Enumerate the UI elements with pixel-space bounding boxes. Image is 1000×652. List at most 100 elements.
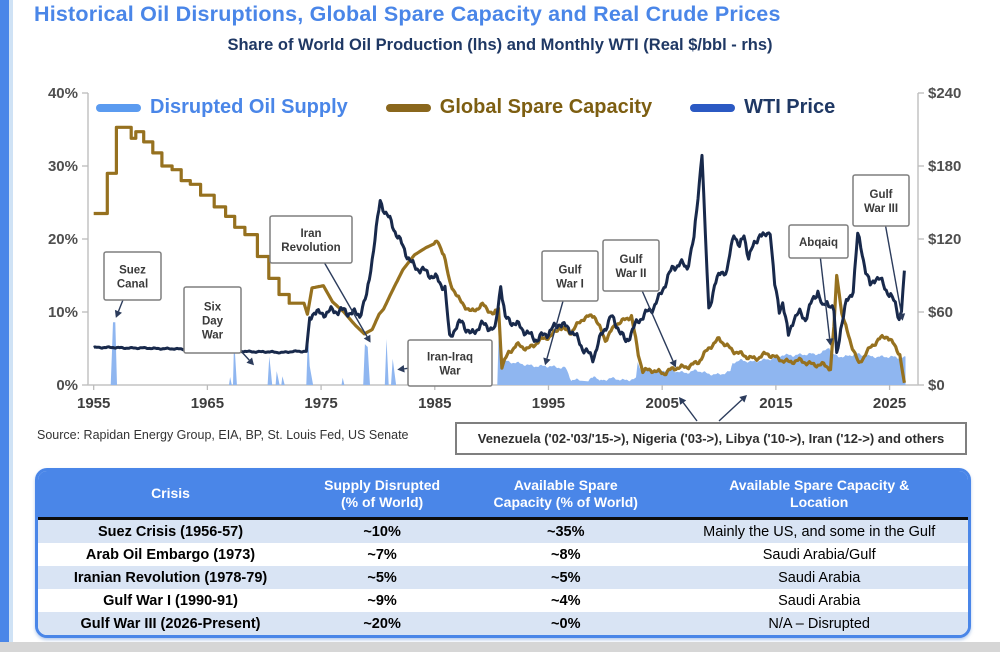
table-cell: Iranian Revolution (1978-79) (73, 569, 268, 586)
x-axis-tick-label: 1995 (532, 395, 565, 412)
left-axis-tick-label: 10% (48, 304, 78, 321)
annotation-box (602, 239, 660, 292)
table-row: Gulf War I (1990-91) ~9% ~4% Saudi Arabia (38, 589, 968, 612)
x-axis-tick-label: 1975 (304, 395, 337, 412)
annotation-box (788, 224, 849, 259)
annotation-box (541, 250, 599, 302)
annotation-label: Gulf (870, 189, 893, 201)
x-axis-tick-label: 1955 (77, 395, 110, 412)
legend-swatch (385, 103, 431, 112)
left-edge-accent-bar (0, 0, 9, 652)
table-cell: Gulf War III (2026-Present) (80, 615, 261, 632)
left-axis-tick-label: 40% (48, 85, 78, 102)
annotation-iran-iraq-war: Iran-Iraq War (397, 339, 493, 387)
annotation-box (183, 286, 242, 354)
table-row: Gulf War III (2026-Present) ~20% ~0% N/A – … (38, 612, 968, 635)
legend-label: Global Spare Capacity (439, 96, 653, 118)
crisis-table: Crisis Supply Disrupted (% of World) Avail… (38, 471, 968, 635)
disruption-note-box: Venezuela ('02-'03/'15->), Nigeria ('03-… (455, 422, 967, 455)
legend-label: WTI Price (744, 96, 836, 118)
annotation-label: War (202, 330, 224, 342)
table-cell: ~7% (367, 546, 397, 563)
oil-chart: 0% 10% 20% 30% 40% $0 $60 $120 $180 $240 1955 1965 1… (48, 85, 961, 422)
right-axis-tick-label: $60 (928, 304, 953, 321)
table-cell: Saudi Arabia (778, 592, 861, 609)
table-row: Suez Crisis (1956-57) ~10% ~35% Mainly the … (38, 520, 968, 543)
note-box-arrow (679, 397, 698, 422)
source-text: Source: Rapidan Energy Group, EIA, BP, S… (37, 428, 409, 442)
table-cell: N/A – Disrupted (768, 615, 870, 632)
annotation-label: Revolution (281, 242, 340, 254)
table-cell: ~0% (551, 615, 581, 632)
note-box-arrow (718, 395, 747, 422)
table-header-col1: Supply Disrupted (% of World) (303, 471, 462, 520)
chart-legend: Disrupted Oil Supply Global Spare Capacit… (96, 96, 835, 119)
global-spare-capacity-line (93, 125, 906, 384)
annotation-suez-canal: Suez Canal (103, 251, 162, 318)
x-axis-tick-label: 2005 (645, 395, 678, 412)
left-axis-tick-label: 20% (48, 231, 78, 248)
table-cell: Saudi Arabia (778, 569, 861, 586)
annotation-label: Canal (117, 279, 148, 291)
annotation-box (407, 339, 493, 387)
table-cell: ~5% (367, 569, 397, 586)
left-axis-tick-label: 0% (56, 377, 78, 394)
annotation-label: War (439, 366, 461, 378)
table-row: Iranian Revolution (1978-79) ~5% ~5% Saudi … (38, 566, 968, 589)
annotation-six-day-war: Six Day War (183, 286, 254, 366)
table-cell: ~8% (551, 546, 581, 563)
legend-swatch (96, 103, 141, 112)
table-cell: Saudi Arabia/Gulf (762, 546, 876, 563)
annotation-box (852, 174, 910, 227)
annotation-label: Iran (300, 228, 321, 240)
right-axis-tick-label: $240 (928, 85, 961, 102)
annotation-label: Abqaiq (799, 237, 838, 249)
x-axis-tick-label: 1985 (418, 395, 451, 412)
table-cell: ~35% (547, 523, 585, 540)
table-cell: ~5% (551, 569, 581, 586)
legend-item-disrupted-oil-supply: Disrupted Oil Supply (96, 96, 348, 119)
table-cell: Gulf War I (1990-91) (103, 592, 238, 609)
annotation-label: War I (556, 279, 584, 291)
annotation-gulf-war-ii: Gulf War II (602, 239, 677, 368)
annotation-label: War II (616, 268, 647, 280)
annotation-label: Gulf (559, 265, 582, 277)
legend-item-wti-price: WTI Price (690, 96, 835, 119)
legend-item-global-spare-capacity: Global Spare Capacity (385, 96, 653, 119)
legend-label: Disrupted Oil Supply (150, 96, 348, 118)
table-row: Arab Oil Embargo (1973) ~7% ~8% Saudi Arabi… (38, 543, 968, 566)
crisis-table-header: Crisis Supply Disrupted (% of World) Avail… (38, 471, 968, 520)
annotation-gulf-war-i: Gulf War I (541, 250, 599, 366)
annotation-label: War III (864, 203, 898, 215)
crisis-table-card: Crisis Supply Disrupted (% of World) Avail… (35, 468, 971, 638)
table-cell: ~10% (363, 523, 401, 540)
annotation-label: Iran-Iraq (427, 352, 473, 364)
table-header-col3: Available Spare Capacity & Location (670, 471, 968, 520)
table-cell: ~9% (367, 592, 397, 609)
x-axis-tick-label: 2025 (873, 395, 906, 412)
right-axis-tick-label: $0 (928, 377, 945, 394)
left-edge-accent-bar-light (9, 0, 13, 652)
right-axis-tick-label: $120 (928, 231, 961, 248)
table-header-col0: Crisis (38, 471, 304, 520)
annotation-abqaiq: Abqaiq (788, 224, 849, 346)
right-axis-tick-label: $180 (928, 158, 961, 175)
table-cell: ~20% (363, 615, 401, 632)
page-title: Historical Oil Disruptions, Global Spare… (34, 2, 781, 26)
table-cell: ~4% (551, 592, 581, 609)
annotation-box (103, 251, 162, 301)
annotation-iran-revolution: Iran Revolution (269, 215, 371, 343)
annotation-label: Suez (119, 265, 146, 277)
annotation-box (269, 215, 353, 264)
table-cell: Mainly the US, and some in the Gulf (703, 523, 936, 540)
x-axis-tick-label: 2015 (759, 395, 792, 412)
left-axis-tick-label: 30% (48, 158, 78, 175)
legend-swatch (690, 103, 736, 112)
chart-subtitle: Share of World Oil Production (lhs) and … (227, 36, 773, 54)
annotation-label: Six (204, 302, 222, 314)
x-axis-tick-label: 1965 (191, 395, 224, 412)
table-cell: Arab Oil Embargo (1973) (85, 546, 256, 563)
bottom-edge-strip (0, 642, 1000, 652)
table-header-col2: Available Spare Capacity (% of World) (461, 471, 671, 520)
